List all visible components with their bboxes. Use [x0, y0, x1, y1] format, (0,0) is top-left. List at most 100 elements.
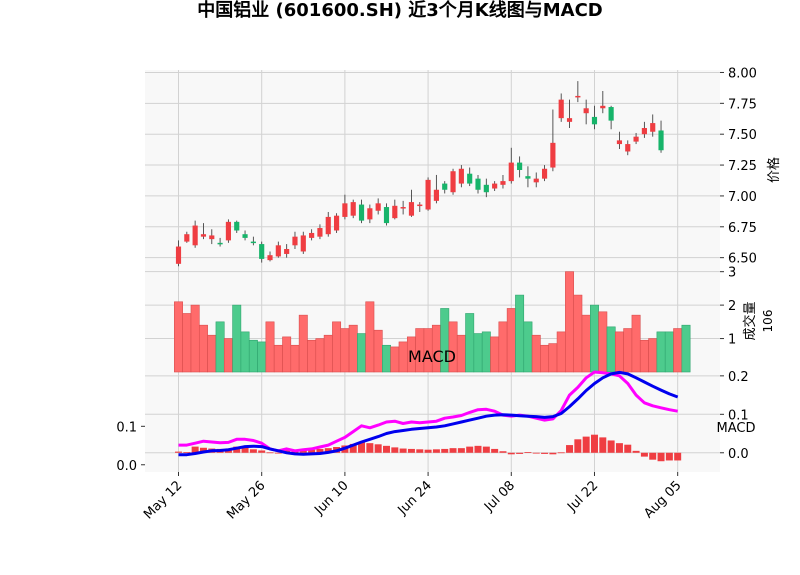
volume-bar: [548, 343, 558, 373]
candle-body: [475, 178, 481, 190]
volume-bar: [465, 313, 475, 373]
candle-body: [608, 107, 614, 121]
volume-bar: [282, 336, 292, 373]
candle-body: [616, 140, 623, 145]
candle-body: [200, 234, 207, 237]
price-tick-label: 6.50: [728, 252, 757, 267]
volume-bar: [540, 344, 550, 373]
volume-bar: [357, 333, 366, 373]
macd-hist-bar: [391, 447, 399, 453]
price-tick-label: 7.25: [728, 159, 757, 174]
macd-left-tick-label: 0.0: [116, 459, 137, 474]
candle-body: [209, 235, 215, 240]
macd-axis-label: MACD: [717, 421, 756, 436]
volume-bar: [631, 314, 641, 373]
candle-body: [342, 203, 348, 217]
candle-body: [508, 162, 514, 182]
candle-body: [583, 108, 589, 114]
volume-bar: [456, 334, 466, 373]
candle-body: [600, 105, 606, 109]
candle-body: [259, 244, 265, 259]
volume-bar: [382, 344, 391, 373]
volume-bar: [606, 326, 616, 373]
macd-hist-bar: [566, 445, 574, 453]
macd-hist-bar: [640, 452, 648, 457]
macd-hist-bar: [657, 452, 665, 462]
macd-hist-bar: [274, 452, 282, 454]
volume-bar: [198, 324, 208, 373]
macd-hist-bar: [491, 448, 499, 453]
macd-hist-bar: [674, 452, 682, 461]
candle-body: [625, 144, 631, 152]
volume-bar: [215, 321, 225, 373]
macd-hist-bar: [649, 452, 657, 460]
candle-body: [550, 142, 556, 168]
macd-hist-bar: [324, 448, 332, 453]
macd-hist-bar: [441, 448, 449, 453]
macd-hist-bar: [541, 452, 549, 454]
candle-body: [525, 176, 531, 179]
macd-hist-bar: [249, 449, 257, 453]
x-tick-label: Jun 10: [311, 478, 351, 518]
candle-body: [650, 123, 656, 132]
macd-hist-bar: [349, 443, 357, 453]
price-axis-label: 价格: [766, 157, 782, 183]
candle-body: [641, 128, 647, 135]
macd-hist-bar: [582, 436, 590, 453]
volume-bar: [523, 321, 533, 373]
volume-bar: [473, 333, 483, 373]
chart-title: 中国铝业 (601600.SH) 近3个月K线图与MACD: [197, 0, 603, 21]
volume-bar: [681, 324, 691, 373]
macd-right-tick-label: 0.1: [728, 408, 749, 423]
candle-body: [333, 215, 340, 231]
macd-hist-bar: [183, 452, 191, 453]
candle-body: [383, 207, 390, 224]
macd-hist-bar: [499, 451, 507, 453]
candle-body: [267, 255, 273, 261]
macd-hist-bar: [549, 452, 557, 455]
macd-hist-bar: [191, 446, 199, 453]
candle-body: [517, 162, 523, 170]
volume-bar: [481, 331, 491, 373]
volume-bar: [656, 331, 666, 373]
candle-body: [292, 236, 298, 246]
macd-hist-bar: [416, 449, 424, 453]
panel-bg-price: [145, 70, 720, 270]
candle-body: [175, 246, 182, 264]
volume-bar: [531, 334, 541, 373]
volume-bar: [332, 321, 342, 373]
x-tick-label: May 26: [224, 478, 268, 522]
volume-bar: [273, 344, 283, 373]
macd-hist-bar: [432, 449, 440, 453]
candle-body: [392, 205, 398, 219]
candle-body: [275, 245, 281, 257]
volume-bar: [490, 336, 500, 373]
macd-hist-bar: [449, 448, 457, 453]
macd-hist-bar: [358, 442, 366, 453]
macd-hist-bar: [615, 443, 623, 453]
candle-body: [284, 249, 290, 254]
volume-unit-label: 106: [761, 310, 775, 333]
volume-bar: [207, 334, 217, 373]
x-tick-label: Jul 22: [564, 478, 601, 515]
candle-body: [633, 136, 639, 142]
volume-bar: [307, 339, 317, 373]
x-tick-label: Jun 24: [395, 478, 435, 518]
volume-bar: [614, 331, 624, 373]
macd-hist-bar: [590, 434, 598, 453]
macd-hist-bar: [224, 449, 232, 453]
x-tick-label: Jul 08: [481, 478, 518, 515]
macd-hist-bar: [466, 446, 474, 453]
volume-bar: [190, 304, 200, 373]
volume-bar: [398, 341, 408, 373]
volume-tick-label: 3: [728, 266, 736, 281]
candle-body: [450, 171, 456, 193]
macd-hist-bar: [524, 452, 532, 453]
candle-body: [350, 202, 356, 216]
volume-bar: [348, 324, 358, 373]
volume-bar: [257, 341, 267, 373]
candle-body: [225, 221, 231, 241]
volume-bar: [648, 338, 658, 373]
volume-bar: [639, 339, 649, 373]
